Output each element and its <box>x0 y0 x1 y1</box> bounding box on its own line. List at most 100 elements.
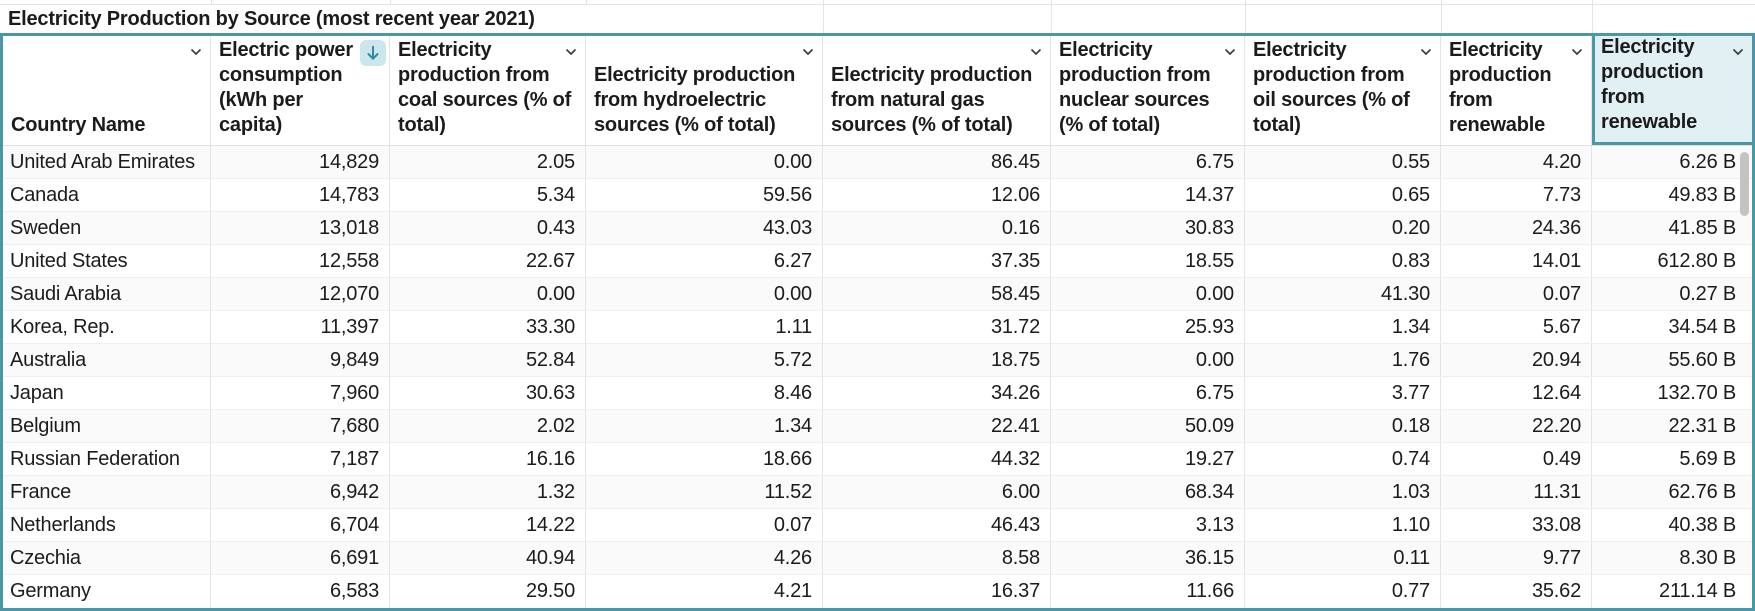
value-cell[interactable]: 9.77 <box>1441 542 1592 574</box>
value-cell[interactable]: 35.62 <box>1441 575 1592 608</box>
value-cell[interactable]: 0.07 <box>586 509 823 541</box>
chevron-down-icon[interactable] <box>1569 44 1585 60</box>
chevron-down-icon[interactable] <box>1730 44 1746 60</box>
column-header-5[interactable]: Electricity production from nuclear sour… <box>1051 36 1245 145</box>
country-cell[interactable]: Australia <box>3 344 211 376</box>
value-cell[interactable]: 52.84 <box>390 344 586 376</box>
value-cell[interactable]: 0.11 <box>1245 542 1441 574</box>
chevron-down-icon[interactable] <box>1222 44 1238 60</box>
value-cell[interactable]: 50.09 <box>1051 410 1245 442</box>
value-cell[interactable]: 68.34 <box>1051 476 1245 508</box>
value-cell[interactable]: 14,829 <box>211 146 390 178</box>
value-cell[interactable]: 2.05 <box>390 146 586 178</box>
value-cell[interactable]: 0.74 <box>1245 443 1441 475</box>
value-cell[interactable]: 5.72 <box>586 344 823 376</box>
column-header-1[interactable]: Electric power consumption (kWh per capi… <box>211 36 390 145</box>
column-header-3[interactable]: Electricity production from hydroelectri… <box>586 36 823 145</box>
value-cell[interactable]: 6.26 B <box>1679 150 1736 173</box>
value-cell[interactable]: 30.83 <box>1051 212 1245 244</box>
value-cell[interactable]: 11,397 <box>211 311 390 343</box>
value-cell[interactable]: 132.70 B <box>1657 381 1737 404</box>
column-header-8[interactable]: Electricity production from renewable <box>1592 36 1752 145</box>
value-cell[interactable]: 1.34 <box>586 410 823 442</box>
value-cell[interactable]: 11.52 <box>586 476 823 508</box>
value-cell[interactable]: 0.16 <box>823 212 1051 244</box>
column-header-2[interactable]: Electricity production from coal sources… <box>390 36 586 145</box>
value-cell[interactable]: 18.66 <box>586 443 823 475</box>
value-cell[interactable]: 24.36 <box>1441 212 1592 244</box>
chevron-down-icon[interactable] <box>1028 44 1044 60</box>
country-cell[interactable]: France <box>3 476 211 508</box>
value-cell[interactable]: 4.21 <box>586 575 823 608</box>
value-cell[interactable]: 4.20 <box>1441 146 1592 178</box>
value-cell[interactable]: 29.50 <box>390 575 586 608</box>
chevron-down-icon[interactable] <box>800 44 816 60</box>
value-cell[interactable]: 612.80 B <box>1657 249 1737 272</box>
value-cell[interactable]: 14.01 <box>1441 245 1592 277</box>
value-cell[interactable]: 2.02 <box>390 410 586 442</box>
chevron-down-icon[interactable] <box>563 44 579 60</box>
sheet-title-cell[interactable]: Electricity Production by Source (most r… <box>0 5 535 33</box>
value-cell[interactable]: 8.58 <box>823 542 1051 574</box>
value-cell[interactable]: 3.77 <box>1245 377 1441 409</box>
value-cell[interactable]: 86.45 <box>823 146 1051 178</box>
value-cell[interactable]: 7,960 <box>211 377 390 409</box>
value-cell[interactable]: 34.54 B <box>1668 315 1736 338</box>
country-cell[interactable]: Netherlands <box>3 509 211 541</box>
value-cell[interactable]: 34.26 <box>823 377 1051 409</box>
value-cell[interactable]: 0.00 <box>586 146 823 178</box>
value-cell[interactable]: 43.03 <box>586 212 823 244</box>
value-cell[interactable]: 22.41 <box>823 410 1051 442</box>
value-cell[interactable]: 0.65 <box>1245 179 1441 211</box>
value-cell[interactable]: 31.72 <box>823 311 1051 343</box>
value-cell[interactable]: 12.64 <box>1441 377 1592 409</box>
value-cell[interactable]: 1.34 <box>1245 311 1441 343</box>
vertical-scrollbar-thumb[interactable] <box>1740 152 1749 216</box>
value-cell[interactable]: 3.13 <box>1051 509 1245 541</box>
value-cell[interactable]: 19.27 <box>1051 443 1245 475</box>
value-cell[interactable]: 0.77 <box>1245 575 1441 608</box>
sort-descending-button[interactable] <box>360 40 386 66</box>
value-cell[interactable]: 41.85 B <box>1668 216 1736 239</box>
value-cell[interactable]: 0.55 <box>1245 146 1441 178</box>
value-cell[interactable]: 11.66 <box>1051 575 1245 608</box>
value-cell[interactable]: 6,583 <box>211 575 390 608</box>
value-cell[interactable]: 12.06 <box>823 179 1051 211</box>
value-cell[interactable]: 6,691 <box>211 542 390 574</box>
country-cell[interactable]: Japan <box>3 377 211 409</box>
value-cell[interactable]: 18.55 <box>1051 245 1245 277</box>
value-cell[interactable]: 7,187 <box>211 443 390 475</box>
value-cell[interactable]: 33.30 <box>390 311 586 343</box>
value-cell[interactable]: 14.37 <box>1051 179 1245 211</box>
value-cell[interactable]: 12,070 <box>211 278 390 310</box>
value-cell[interactable]: 40.38 B <box>1668 513 1736 536</box>
value-cell[interactable]: 1.76 <box>1245 344 1441 376</box>
country-cell[interactable]: Canada <box>3 179 211 211</box>
value-cell[interactable]: 0.18 <box>1245 410 1441 442</box>
value-cell[interactable]: 7.73 <box>1441 179 1592 211</box>
value-cell[interactable]: 0.00 <box>390 278 586 310</box>
chevron-down-icon[interactable] <box>188 44 204 60</box>
value-cell[interactable]: 37.35 <box>823 245 1051 277</box>
country-cell[interactable]: Saudi Arabia <box>3 278 211 310</box>
value-cell[interactable]: 1.03 <box>1245 476 1441 508</box>
country-cell[interactable]: Korea, Rep. <box>3 311 211 343</box>
value-cell[interactable]: 0.83 <box>1245 245 1441 277</box>
column-header-6[interactable]: Electricity production from oil sources … <box>1245 36 1441 145</box>
country-cell[interactable]: United States <box>3 245 211 277</box>
column-header-7[interactable]: Electricity production from renewable <box>1441 36 1592 145</box>
value-cell[interactable]: 13,018 <box>211 212 390 244</box>
value-cell[interactable]: 22.20 <box>1441 410 1592 442</box>
value-cell[interactable]: 22.67 <box>390 245 586 277</box>
value-cell[interactable]: 11.31 <box>1441 476 1592 508</box>
value-cell[interactable]: 59.56 <box>586 179 823 211</box>
country-cell[interactable]: Russian Federation <box>3 443 211 475</box>
value-cell[interactable]: 211.14 B <box>1659 580 1736 602</box>
value-cell[interactable]: 0.00 <box>1051 278 1245 310</box>
value-cell[interactable]: 0.20 <box>1245 212 1441 244</box>
country-cell[interactable]: Germany <box>3 575 211 608</box>
value-cell[interactable]: 30.63 <box>390 377 586 409</box>
value-cell[interactable]: 20.94 <box>1441 344 1592 376</box>
value-cell[interactable]: 4.26 <box>586 542 823 574</box>
value-cell[interactable]: 14.22 <box>390 509 586 541</box>
